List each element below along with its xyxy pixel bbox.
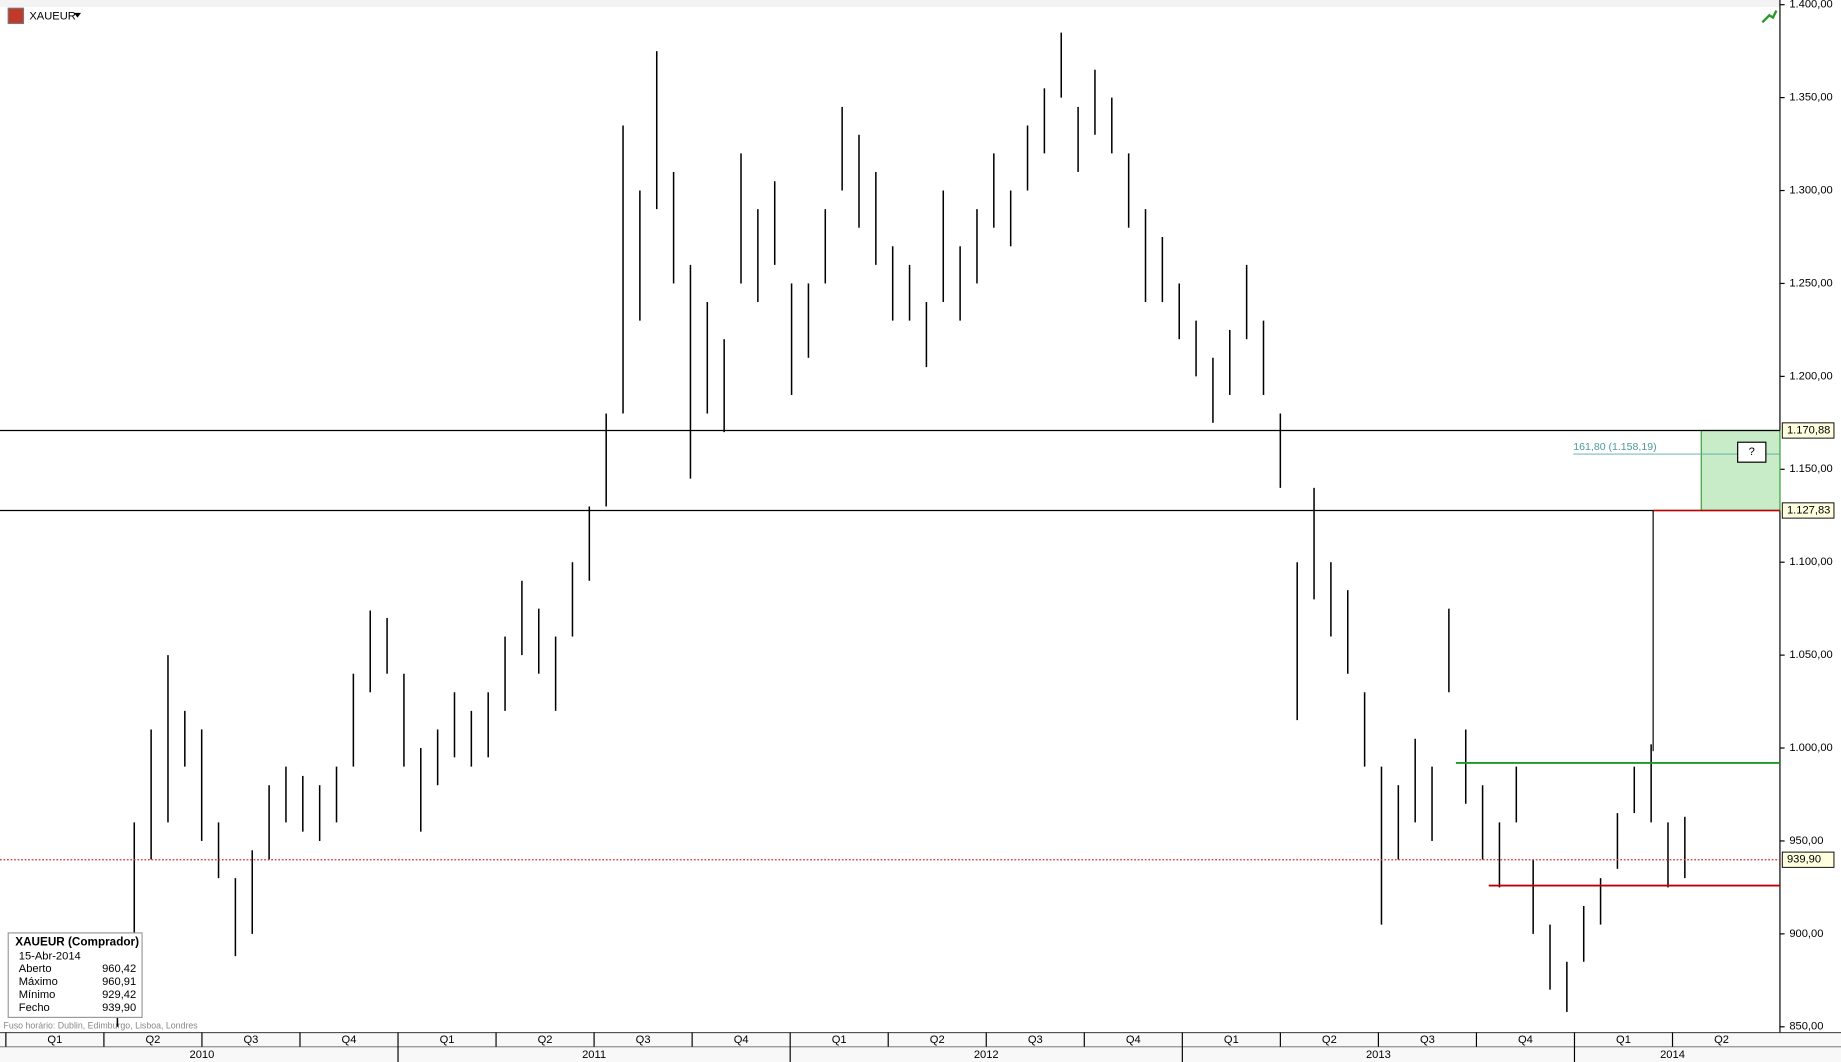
symbol-dropdown[interactable] xyxy=(73,12,82,18)
quarter-label: Q3 xyxy=(1420,1034,1435,1046)
y-tick-label: 1.150,00 xyxy=(1789,463,1832,475)
trend-icon[interactable] xyxy=(1761,10,1778,24)
quarter-label: Q2 xyxy=(145,1034,160,1046)
quarter-label: Q2 xyxy=(538,1034,553,1046)
x-axis-band xyxy=(0,1032,1841,1062)
quarter-label: Q2 xyxy=(1714,1034,1729,1046)
quarter-label: Q1 xyxy=(47,1034,62,1046)
y-tick-label: 1.350,00 xyxy=(1789,92,1832,104)
info-row-value: 960,91 xyxy=(102,976,136,988)
info-title: XAUEUR (Comprador) xyxy=(15,935,139,948)
year-label: 2010 xyxy=(190,1049,215,1061)
year-label: 2013 xyxy=(1366,1049,1391,1061)
quarter-label: Q3 xyxy=(636,1034,651,1046)
quarter-label: Q4 xyxy=(342,1034,357,1046)
quarter-label: Q4 xyxy=(734,1034,749,1046)
price-tag xyxy=(1781,422,1835,439)
y-tick-label: 1.200,00 xyxy=(1789,370,1832,382)
info-row-label: Mínimo xyxy=(19,989,56,1001)
fib-label: 161,80 (1.158,19) xyxy=(1573,441,1656,453)
year-label: 2011 xyxy=(582,1049,606,1061)
quarter-label: Q2 xyxy=(930,1034,945,1046)
question-box xyxy=(1737,441,1767,463)
quarter-label: Q4 xyxy=(1518,1034,1533,1046)
quarter-label: Q2 xyxy=(1322,1034,1337,1046)
info-row-label: Fecho xyxy=(19,1002,50,1014)
y-tick-label: 1.300,00 xyxy=(1789,184,1832,196)
year-label: 2014 xyxy=(1660,1049,1685,1061)
y-tick-label: 1.100,00 xyxy=(1789,556,1832,568)
y-tick-label: 1.000,00 xyxy=(1789,742,1832,754)
y-tick-label: 1.050,00 xyxy=(1789,649,1832,661)
quarter-label: Q1 xyxy=(1224,1034,1239,1046)
quarter-label: Q3 xyxy=(244,1034,259,1046)
symbol-icon[interactable] xyxy=(7,7,25,25)
info-row-value: 929,42 xyxy=(102,989,136,1001)
price-tag-label: 1.170,88 xyxy=(1787,424,1830,436)
y-tick-label: 850,00 xyxy=(1789,1021,1823,1033)
info-box xyxy=(7,932,143,1018)
timezone: Fuso horário: Dublin, Edimburgo, Lisboa,… xyxy=(4,1021,199,1031)
y-tick-label: 1.250,00 xyxy=(1789,277,1832,289)
info-date: 15-Abr-2014 xyxy=(19,950,81,962)
price-tag-label: 939,90 xyxy=(1787,854,1821,866)
price-tag xyxy=(1781,851,1835,868)
y-tick-label: 1.400,00 xyxy=(1789,0,1832,11)
y-tick-label: 900,00 xyxy=(1789,928,1823,940)
y-tick-label: 950,00 xyxy=(1789,835,1823,847)
year-label: 2012 xyxy=(974,1049,999,1061)
quarter-label: Q4 xyxy=(1126,1034,1141,1046)
price-tag-label: 1.127,83 xyxy=(1787,504,1830,516)
quarter-label: Q1 xyxy=(1616,1034,1631,1046)
info-row-value: 960,42 xyxy=(102,963,136,975)
symbol[interactable]: XAUEUR xyxy=(29,10,75,22)
quarter-label: Q1 xyxy=(832,1034,847,1046)
price-tag xyxy=(1781,502,1835,519)
info-row-label: Aberto xyxy=(19,963,52,975)
info-row-label: Máximo xyxy=(19,976,58,988)
quarter-label: Q1 xyxy=(440,1034,455,1046)
info-row-value: 939,90 xyxy=(102,1002,136,1014)
question-label: ? xyxy=(1749,446,1755,458)
quarter-label: Q3 xyxy=(1028,1034,1043,1046)
top-shade xyxy=(0,0,1780,8)
